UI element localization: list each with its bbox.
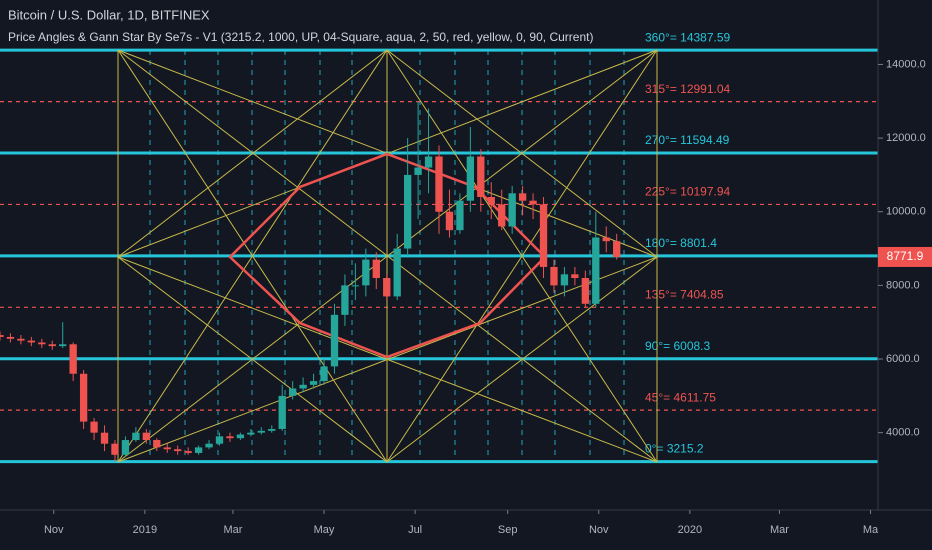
candle-body [6, 336, 15, 339]
y-tick-label: 12000.0 [886, 132, 926, 144]
candle-body [299, 384, 307, 389]
time-cycle-lines [149, 50, 625, 462]
y-tick-label: 10000.0 [886, 206, 926, 218]
candle-body [372, 259, 380, 279]
level-label: 270°= 11594.49 [645, 133, 730, 147]
candles [0, 101, 621, 462]
candle-body [247, 432, 255, 435]
candle-body [330, 314, 339, 367]
candle-body [539, 204, 548, 267]
candle-body [550, 266, 558, 286]
candle-body [17, 338, 25, 341]
level-label: 180°= 8801.4 [645, 236, 717, 250]
candle-body [518, 193, 527, 201]
candle-body [498, 204, 506, 227]
x-tick-label: Mar [223, 524, 242, 536]
candle-body [560, 274, 569, 286]
x-tick-label: Nov [44, 524, 64, 536]
candle-body [27, 340, 36, 343]
last-price-tag [878, 246, 932, 267]
candle-body [309, 381, 318, 385]
gann-levels: 360°= 14387.59 315°= 12991.04 270°= 11594.… [0, 30, 878, 464]
level-label: 45°= 4611.75 [645, 390, 716, 404]
candle-body [100, 432, 109, 444]
level-label: 0°= 3215.2 [645, 442, 704, 456]
candle-body [445, 211, 454, 231]
candle-body [602, 237, 610, 242]
chart-title: Bitcoin / U.S. Dollar, 1D, BITFINEX [8, 7, 210, 22]
candle-body [362, 259, 370, 286]
level-label: 135°= 7404.85 [645, 287, 724, 301]
candle-body [142, 432, 150, 441]
last-price-label: 8771.9 [887, 249, 924, 263]
candle-body [111, 443, 119, 455]
indicator-legend: Price Angles & Gann Star By Se7s - V1 (3… [8, 30, 593, 44]
candle-body [215, 436, 224, 444]
candle-body [571, 274, 579, 279]
candle-body [38, 342, 46, 345]
candle-body [466, 156, 475, 201]
x-tick-label: Sep [498, 524, 518, 536]
candle-body [153, 440, 161, 448]
x-tick-label: Ma [863, 524, 879, 536]
candle-body [435, 156, 443, 212]
candle-body [581, 278, 589, 304]
candle-body [414, 167, 422, 175]
level-label: 360°= 14387.59 [645, 30, 731, 44]
x-tick-label: May [314, 524, 335, 536]
level-label: 90°= 6008.3 [645, 339, 711, 353]
y-tick-label: 14000.0 [886, 58, 926, 70]
candle-body [48, 344, 56, 347]
level-label: 315°= 12991.04 [645, 82, 731, 96]
candle-body [90, 421, 98, 433]
candle-body [69, 344, 77, 374]
candle-body [163, 447, 171, 450]
candle-body [477, 156, 485, 198]
x-tick-label: Nov [589, 524, 609, 536]
y-tick-label: 4000.0 [886, 427, 920, 439]
candle-body [529, 200, 537, 205]
candle-body [456, 200, 464, 231]
candle-body [174, 449, 182, 452]
candle-body [383, 278, 391, 297]
candle-body [393, 248, 401, 297]
candle-body [236, 434, 245, 439]
x-tick-label: Jul [408, 524, 422, 536]
candle-body [59, 344, 67, 347]
candle-body [424, 156, 433, 168]
candle-body [184, 451, 192, 453]
candle-body [79, 373, 88, 422]
candle-body [508, 193, 516, 227]
candle-body [194, 447, 203, 453]
candle-body [257, 430, 265, 433]
y-tick-label: 6000.0 [886, 353, 920, 365]
candle-body [278, 395, 286, 429]
candle-body [205, 443, 213, 448]
x-tick-label: 2020 [678, 524, 702, 536]
x-tick-label: 2019 [133, 524, 157, 536]
candle-body [341, 285, 349, 315]
candle-body [226, 436, 234, 439]
candle-body [613, 241, 621, 257]
candle-body [132, 432, 140, 441]
candle-body [351, 285, 360, 287]
x-tick-label: Mar [770, 524, 789, 536]
candle-body [289, 388, 297, 396]
candle-body [403, 174, 412, 249]
candle-body [268, 428, 276, 431]
candle-body [320, 366, 328, 382]
y-tick-label: 8000.0 [886, 279, 920, 291]
candle-body [0, 335, 4, 337]
candle-body [487, 197, 495, 205]
level-label: 225°= 10197.94 [645, 185, 731, 199]
candle-body [592, 237, 600, 304]
candle-body [121, 440, 130, 455]
